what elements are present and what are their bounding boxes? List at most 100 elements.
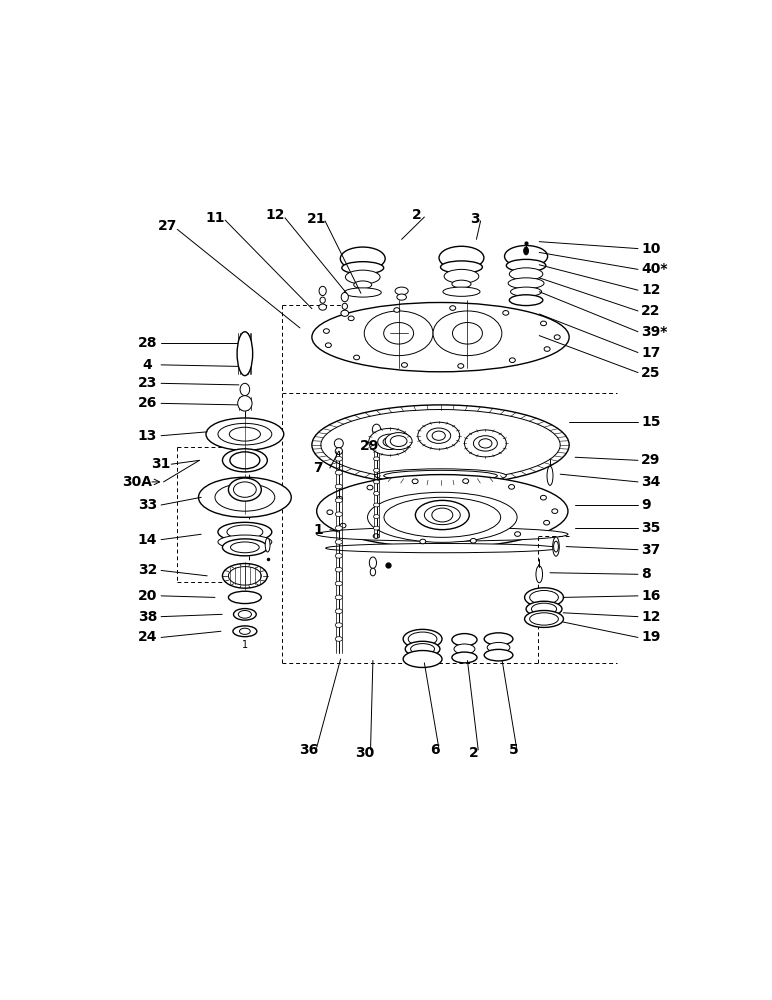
Ellipse shape [319, 286, 327, 296]
Ellipse shape [473, 436, 497, 451]
Ellipse shape [452, 652, 477, 663]
Ellipse shape [411, 644, 435, 654]
Ellipse shape [553, 537, 559, 556]
Ellipse shape [335, 540, 343, 544]
Text: 13: 13 [137, 429, 157, 443]
Ellipse shape [433, 311, 502, 356]
Ellipse shape [544, 347, 550, 351]
Ellipse shape [334, 439, 344, 448]
Ellipse shape [335, 512, 343, 517]
Ellipse shape [443, 287, 480, 296]
Ellipse shape [462, 479, 469, 483]
Ellipse shape [415, 500, 469, 530]
Ellipse shape [403, 651, 442, 667]
Text: 16: 16 [641, 589, 660, 603]
Ellipse shape [525, 588, 564, 607]
Text: 7: 7 [313, 461, 323, 475]
Ellipse shape [337, 496, 343, 501]
Ellipse shape [510, 287, 542, 296]
Ellipse shape [239, 610, 252, 618]
Ellipse shape [479, 439, 492, 448]
Ellipse shape [369, 428, 411, 455]
Ellipse shape [367, 492, 517, 542]
Ellipse shape [317, 475, 568, 548]
Ellipse shape [335, 567, 343, 572]
Text: 30A: 30A [122, 475, 152, 489]
Ellipse shape [374, 469, 506, 483]
Text: 40*: 40* [641, 262, 668, 276]
Text: 12: 12 [641, 610, 661, 624]
Text: 24: 24 [137, 630, 157, 644]
Ellipse shape [237, 332, 252, 376]
Text: 29: 29 [641, 453, 660, 467]
Ellipse shape [344, 288, 381, 297]
Ellipse shape [218, 522, 272, 542]
Ellipse shape [420, 539, 426, 544]
Ellipse shape [374, 468, 380, 472]
Ellipse shape [233, 609, 256, 620]
Ellipse shape [229, 427, 260, 441]
Ellipse shape [371, 568, 376, 576]
Ellipse shape [312, 302, 569, 372]
Text: 33: 33 [137, 498, 157, 512]
Ellipse shape [395, 287, 408, 295]
Ellipse shape [374, 526, 380, 530]
Ellipse shape [266, 538, 270, 552]
Ellipse shape [335, 498, 343, 503]
Ellipse shape [484, 633, 513, 645]
Ellipse shape [508, 278, 544, 289]
Ellipse shape [348, 316, 354, 321]
Ellipse shape [229, 567, 262, 585]
Text: 37: 37 [641, 543, 660, 557]
Text: 30: 30 [355, 746, 374, 760]
Text: 2: 2 [469, 746, 479, 760]
Ellipse shape [374, 503, 380, 507]
Ellipse shape [391, 436, 407, 446]
Ellipse shape [327, 510, 333, 515]
Ellipse shape [374, 480, 380, 484]
Ellipse shape [372, 424, 381, 435]
Ellipse shape [325, 343, 331, 348]
Ellipse shape [335, 448, 343, 455]
Ellipse shape [540, 495, 547, 500]
Ellipse shape [503, 311, 509, 315]
Text: 6: 6 [430, 743, 439, 757]
Ellipse shape [432, 431, 445, 440]
Ellipse shape [531, 603, 557, 615]
Ellipse shape [526, 601, 562, 617]
Ellipse shape [554, 541, 558, 552]
Ellipse shape [335, 609, 343, 614]
Ellipse shape [335, 554, 343, 558]
Text: 17: 17 [641, 346, 660, 360]
Ellipse shape [525, 610, 564, 627]
Ellipse shape [418, 422, 459, 449]
Ellipse shape [465, 430, 506, 457]
Ellipse shape [238, 396, 252, 411]
Text: 28: 28 [137, 336, 157, 350]
Ellipse shape [383, 437, 396, 446]
Ellipse shape [222, 564, 267, 588]
Ellipse shape [394, 308, 400, 312]
Text: 9: 9 [641, 498, 651, 512]
Ellipse shape [374, 445, 380, 449]
Ellipse shape [321, 410, 560, 480]
Text: 1: 1 [313, 523, 323, 537]
Text: 1: 1 [242, 640, 248, 650]
Ellipse shape [335, 623, 343, 627]
Ellipse shape [552, 509, 558, 513]
Ellipse shape [384, 323, 414, 344]
Ellipse shape [341, 292, 348, 302]
Text: 10: 10 [641, 242, 660, 256]
Ellipse shape [470, 538, 476, 543]
Ellipse shape [510, 358, 516, 363]
Text: 4: 4 [143, 358, 152, 372]
Ellipse shape [374, 436, 380, 443]
Text: 3: 3 [470, 212, 479, 226]
Ellipse shape [218, 535, 272, 549]
Ellipse shape [403, 629, 442, 649]
Ellipse shape [233, 482, 256, 497]
Ellipse shape [540, 321, 547, 326]
Ellipse shape [335, 637, 343, 641]
Ellipse shape [317, 527, 568, 541]
Ellipse shape [554, 335, 560, 339]
